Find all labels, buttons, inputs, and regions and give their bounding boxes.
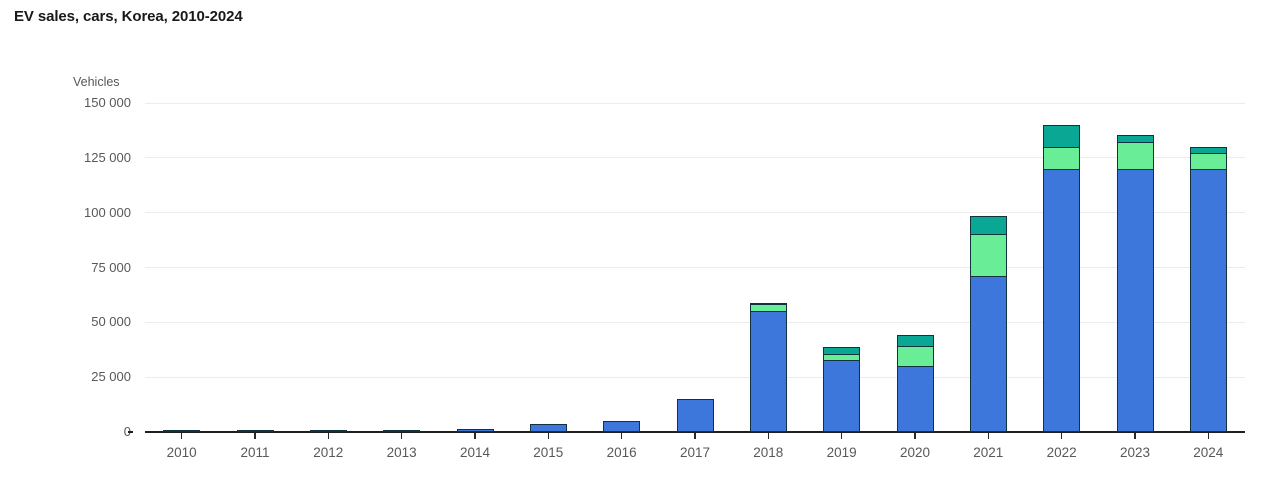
x-tick-label-2023: 2023 [1119, 445, 1151, 460]
x-tick-label-2015: 2015 [533, 445, 564, 460]
bar-segment-teal-series-2024[interactable] [1189, 146, 1227, 154]
bar-segment-blue-series-2016[interactable] [603, 421, 641, 432]
y-tick-label-150000: 150 000 [84, 95, 131, 110]
bar-segment-blue-series-2017[interactable] [676, 399, 714, 432]
bar-segment-teal-series-2020[interactable] [896, 335, 934, 348]
x-tick-2020 [914, 432, 916, 439]
x-tick-label-2014: 2014 [459, 445, 491, 460]
bar-segment-green-series-2023[interactable] [1116, 141, 1154, 171]
bar-segment-green-series-2020[interactable] [896, 346, 934, 367]
x-tick-2024 [1207, 432, 1210, 439]
bar-segment-blue-series-2021[interactable] [969, 275, 1007, 432]
x-tick-2011 [254, 432, 256, 439]
x-tick-label-2019: 2019 [826, 445, 857, 460]
gridline-125000 [145, 157, 1245, 159]
y-tick-label-25000: 25 000 [91, 369, 131, 385]
x-tick-2016 [620, 432, 623, 439]
x-tick-2014 [474, 432, 476, 439]
bar-segment-green-series-2022[interactable] [1043, 146, 1081, 171]
bar-segment-blue-series-2019[interactable] [823, 359, 861, 432]
bar-segment-blue-series-2020[interactable] [896, 365, 934, 432]
x-tick-label-2010: 2010 [166, 445, 197, 460]
x-tick-2022 [1060, 432, 1063, 439]
bar-segment-blue-series-2023[interactable] [1116, 168, 1154, 432]
x-tick-2010 [180, 432, 183, 439]
bar-segment-blue-series-2015[interactable] [529, 424, 567, 432]
gridline-100000 [145, 212, 1245, 214]
x-tick-label-2024: 2024 [1193, 445, 1224, 460]
x-tick-label-2013: 2013 [386, 445, 417, 460]
bar-segment-green-series-2021[interactable] [969, 233, 1007, 277]
bar-segment-teal-series-2021[interactable] [969, 215, 1007, 236]
gridline-50000 [145, 321, 1245, 323]
bar-segment-teal-series-2018[interactable] [749, 303, 787, 306]
bar-segment-blue-series-2024[interactable] [1189, 168, 1227, 432]
x-tick-2013 [400, 432, 403, 439]
bar-segment-teal-series-2019[interactable] [823, 347, 861, 355]
y-axis-zero-tick [128, 431, 133, 433]
x-tick-label-2012: 2012 [313, 445, 344, 460]
x-tick-label-2018: 2018 [753, 445, 784, 460]
bar-segment-green-series-2024[interactable] [1189, 152, 1227, 171]
x-tick-2012 [327, 432, 330, 439]
y-tick-label-75000: 75 000 [91, 259, 131, 275]
chart-title: EV sales, cars, Korea, 2010-2024 [14, 8, 243, 25]
bar-segment-teal-series-2023[interactable] [1116, 134, 1154, 144]
x-tick-2018 [767, 432, 770, 439]
y-axis-unit-label: Vehicles [73, 75, 120, 89]
gridline-150000 [145, 102, 1245, 104]
x-tick-label-2022: 2022 [1046, 445, 1077, 460]
bar-segment-blue-series-2010[interactable] [163, 430, 201, 432]
bar-segment-blue-series-2018[interactable] [749, 310, 787, 432]
x-tick-label-2020: 2020 [899, 445, 931, 460]
x-tick-label-2016: 2016 [606, 445, 637, 460]
bar-segment-blue-series-2012[interactable] [309, 430, 347, 432]
gridline-25000 [145, 376, 1245, 378]
y-tick-label-100000: 100 000 [84, 204, 131, 220]
x-tick-2015 [547, 432, 550, 439]
x-tick-2019 [840, 432, 843, 439]
y-tick-label-50000: 50 000 [91, 314, 131, 330]
y-tick-label-0: 0 [0, 424, 131, 439]
bar-segment-blue-series-2011[interactable] [236, 430, 274, 432]
x-tick-2023 [1134, 432, 1136, 439]
bar-segment-blue-series-2022[interactable] [1043, 168, 1081, 432]
gridline-75000 [145, 267, 1245, 268]
bar-segment-blue-series-2013[interactable] [383, 430, 421, 432]
bar-segment-teal-series-2022[interactable] [1043, 124, 1081, 148]
bar-segment-blue-series-2014[interactable] [456, 428, 494, 432]
x-tick-label-2011: 2011 [240, 445, 270, 460]
x-tick-2017 [694, 432, 696, 439]
x-tick-2021 [987, 432, 990, 439]
y-tick-label-125000: 125 000 [84, 149, 131, 165]
x-tick-label-2021: 2021 [973, 445, 1004, 460]
x-tick-label-2017: 2017 [679, 445, 711, 460]
